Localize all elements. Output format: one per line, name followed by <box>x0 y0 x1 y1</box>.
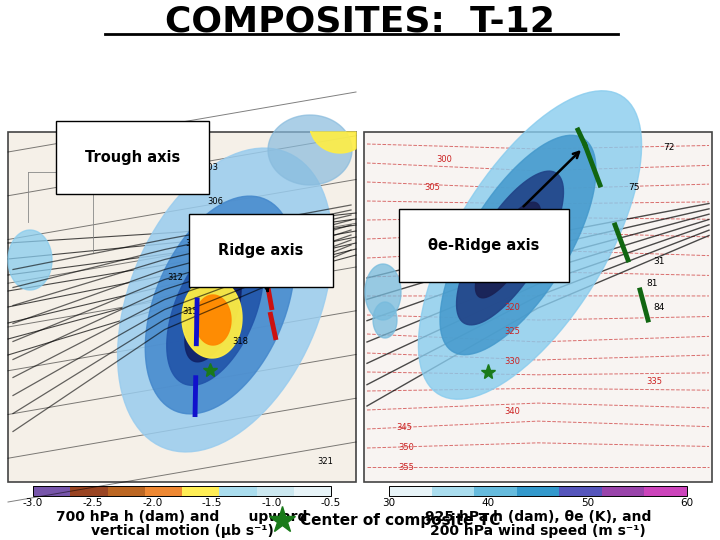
Bar <box>182 486 220 496</box>
Bar <box>474 486 517 496</box>
Text: 300: 300 <box>177 130 193 138</box>
Text: 325: 325 <box>504 327 520 336</box>
Text: 40: 40 <box>482 498 495 508</box>
Text: 312: 312 <box>167 273 183 282</box>
Text: -3.0: -3.0 <box>23 498 43 508</box>
Bar <box>33 486 331 496</box>
Text: 320: 320 <box>504 302 520 312</box>
Text: 84: 84 <box>653 302 665 312</box>
Text: 315: 315 <box>182 307 198 316</box>
Polygon shape <box>268 115 352 185</box>
Text: 60: 60 <box>680 498 693 508</box>
Polygon shape <box>310 132 356 153</box>
Text: 335: 335 <box>646 377 662 387</box>
Bar <box>389 486 687 496</box>
Polygon shape <box>475 202 541 298</box>
Text: 31: 31 <box>653 258 665 267</box>
Text: θe-Ridge axis: θe-Ridge axis <box>428 152 579 253</box>
Text: -2.5: -2.5 <box>82 498 103 508</box>
Bar <box>145 486 182 496</box>
Text: 340: 340 <box>504 408 520 416</box>
Text: 700 hPa h (dam) and      upward: 700 hPa h (dam) and upward <box>56 510 307 524</box>
Text: -1.0: -1.0 <box>261 498 282 508</box>
Text: Ridge axis: Ridge axis <box>218 243 303 291</box>
Bar <box>220 486 256 496</box>
Polygon shape <box>365 264 401 320</box>
Text: vertical motion (μb s⁻¹): vertical motion (μb s⁻¹) <box>91 524 274 538</box>
Polygon shape <box>440 136 596 355</box>
Bar <box>33 486 71 496</box>
Text: 355: 355 <box>398 462 414 471</box>
Text: 305: 305 <box>424 183 440 192</box>
Text: 200 hPa wind speed (m s⁻¹): 200 hPa wind speed (m s⁻¹) <box>430 524 646 538</box>
Bar <box>389 486 431 496</box>
Bar <box>517 486 559 496</box>
Text: 350: 350 <box>398 442 414 451</box>
Text: 30: 30 <box>382 498 395 508</box>
Bar <box>256 486 294 496</box>
Text: 75: 75 <box>629 183 640 192</box>
Text: 321: 321 <box>317 457 333 467</box>
Text: COMPOSITES:  T-12: COMPOSITES: T-12 <box>165 4 555 38</box>
Polygon shape <box>195 295 231 345</box>
Text: 306: 306 <box>207 198 223 206</box>
Text: 303: 303 <box>202 164 218 172</box>
Text: -0.5: -0.5 <box>321 498 341 508</box>
Text: 72: 72 <box>663 143 675 152</box>
Text: 309: 309 <box>185 240 201 248</box>
Text: 330: 330 <box>504 357 520 367</box>
Text: -2.0: -2.0 <box>142 498 162 508</box>
Polygon shape <box>182 278 242 358</box>
Text: -1.5: -1.5 <box>202 498 222 508</box>
Text: 50: 50 <box>581 498 594 508</box>
Polygon shape <box>418 91 642 399</box>
Polygon shape <box>117 148 333 452</box>
Text: 310: 310 <box>424 227 440 237</box>
Bar <box>431 486 474 496</box>
Text: 345: 345 <box>396 422 412 431</box>
Polygon shape <box>185 268 241 362</box>
Text: 318: 318 <box>232 338 248 347</box>
Text: Trough axis: Trough axis <box>85 150 192 183</box>
Bar <box>8 132 356 482</box>
Text: 81: 81 <box>647 280 658 288</box>
Polygon shape <box>456 171 564 325</box>
Polygon shape <box>167 235 264 385</box>
Polygon shape <box>145 196 294 414</box>
Bar <box>364 132 712 482</box>
Text: 925 hPa h (dam), θe (K), and: 925 hPa h (dam), θe (K), and <box>425 510 651 524</box>
Bar <box>294 486 331 496</box>
Bar <box>107 486 145 496</box>
Text: 300: 300 <box>436 156 452 165</box>
Polygon shape <box>373 302 397 338</box>
Text: Center of composite TC: Center of composite TC <box>300 512 500 528</box>
Bar <box>644 486 687 496</box>
Bar <box>602 486 644 496</box>
Polygon shape <box>8 230 52 290</box>
Bar <box>559 486 602 496</box>
Bar <box>71 486 107 496</box>
Polygon shape <box>487 222 527 282</box>
Text: 315: 315 <box>496 275 512 285</box>
